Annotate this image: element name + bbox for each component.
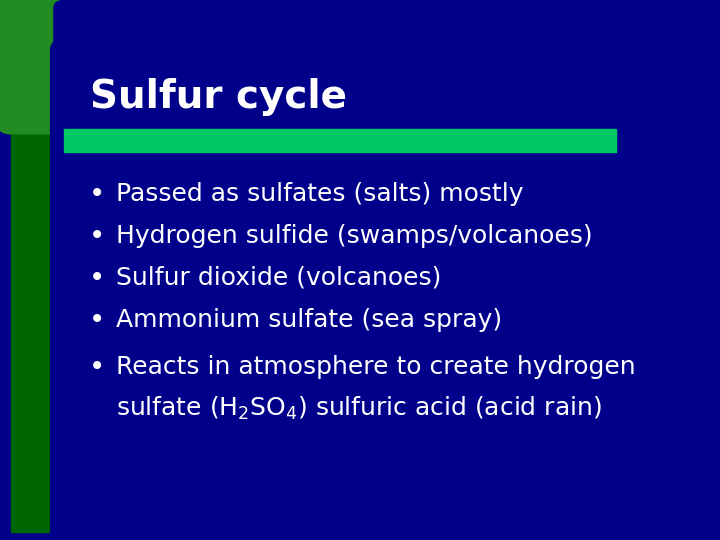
FancyBboxPatch shape	[50, 40, 683, 540]
Text: •: •	[89, 264, 105, 292]
Text: sulfate (H$_2$SO$_4$) sulfuric acid (acid rain): sulfate (H$_2$SO$_4$) sulfuric acid (aci…	[117, 395, 602, 422]
Text: •: •	[89, 353, 105, 381]
Text: •: •	[89, 222, 105, 250]
Bar	[11, 8, 64, 532]
Text: •: •	[89, 306, 105, 334]
Text: Sulfur cycle: Sulfur cycle	[90, 78, 347, 116]
Text: Sulfur dioxide (volcanoes): Sulfur dioxide (volcanoes)	[117, 266, 442, 290]
Text: •: •	[89, 180, 105, 208]
Text: Reacts in atmosphere to create hydrogen: Reacts in atmosphere to create hydrogen	[117, 355, 636, 379]
FancyBboxPatch shape	[54, 1, 679, 539]
Text: Hydrogen sulfide (swamps/volcanoes): Hydrogen sulfide (swamps/volcanoes)	[117, 224, 593, 248]
Bar	[64, 129, 616, 152]
Text: Passed as sulfates (salts) mostly: Passed as sulfates (salts) mostly	[117, 182, 524, 206]
Text: Ammonium sulfate (sea spray): Ammonium sulfate (sea spray)	[117, 308, 503, 332]
FancyBboxPatch shape	[0, 0, 156, 134]
